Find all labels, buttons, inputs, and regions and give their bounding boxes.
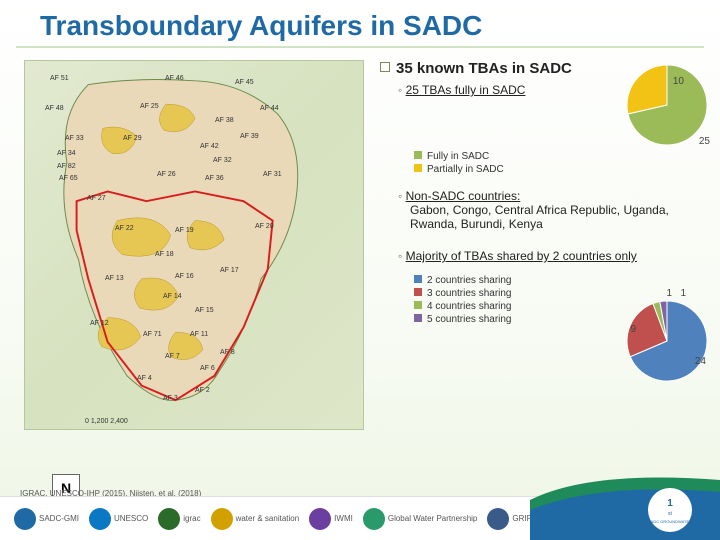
aquifer-label: AF 6 (200, 365, 215, 372)
slide-title: Transboundary Aquifers in SADC (16, 0, 704, 48)
partner-logo: UNESCO (89, 507, 148, 531)
aquifer-label: AF 32 (213, 157, 232, 164)
legend-partial: Partially in SADC (427, 164, 504, 175)
aquifer-label: AF 11 (190, 331, 208, 338)
aquifer-label: AF 33 (65, 135, 84, 142)
map-column: AF 51 AF 46 AF 45 AF 48 AF 25 AF 44 AF 38 AF 39… (24, 60, 364, 460)
aquifer-label: AF 38 (215, 117, 234, 124)
aquifer-label: AF 14 (163, 293, 182, 300)
aquifer-label: AF 15 (195, 307, 214, 314)
sub-majority: Majority of TBAs shared by 2 countries o… (398, 249, 706, 263)
aquifer-label: AF 31 (263, 171, 282, 178)
legend-pie1: Fully in SADC Partially in SADC (414, 151, 706, 175)
pie1-label-10: 10 (673, 76, 684, 87)
aquifer-label: AF 71 (143, 331, 162, 338)
aquifer-label: AF 46 (165, 75, 184, 82)
aquifer-label: AF 65 (59, 175, 78, 182)
pie-chart-sharing (622, 296, 712, 386)
aquifer-label: AF 51 (50, 75, 69, 82)
legend-3c: 3 countries sharing (427, 288, 512, 299)
aquifer-label: AF 36 (205, 175, 224, 182)
corner-badge: 1 st SADC GROUNDWATER (530, 470, 720, 540)
legend-5c: 5 countries sharing (427, 314, 512, 325)
partner-logo: water & sanitation (211, 507, 300, 531)
aquifer-label: AF 82 (57, 163, 76, 170)
aquifer-label: AF 16 (175, 273, 194, 280)
sub-fully-text: 25 TBAs fully in SADC (406, 83, 526, 97)
legend-fully: Fully in SADC (427, 151, 489, 162)
bullet-square-icon (380, 62, 390, 72)
africa-map-svg (45, 75, 345, 405)
aquifer-label: AF 13 (105, 275, 124, 282)
aquifer-label: AF 19 (175, 227, 194, 234)
text-column: 35 known TBAs in SADC 25 TBAs fully in S… (380, 60, 706, 327)
partner-logo: igrac (158, 507, 200, 531)
pie2-label-1b: 1 (680, 288, 686, 299)
aquifer-label: AF 8 (220, 349, 235, 356)
partner-logo: IWMI (309, 507, 353, 531)
aquifer-label: AF 26 (157, 171, 176, 178)
pie2-label-1a: 1 (666, 288, 672, 299)
aquifer-label: AF 18 (155, 251, 174, 258)
pie1-label-25: 25 (699, 136, 710, 147)
aquifer-label: AF 3 (163, 395, 178, 402)
aquifer-label: AF 25 (140, 103, 159, 110)
partner-logo: Global Water Partnership (363, 507, 478, 531)
pie2-label-9: 9 (630, 324, 636, 335)
aquifer-label: AF 29 (123, 135, 142, 142)
aquifer-label: AF 7 (165, 353, 180, 360)
svg-text:st: st (668, 511, 673, 517)
aquifer-label: AF 27 (87, 195, 106, 202)
legend-2c: 2 countries sharing (427, 275, 512, 286)
partner-logo: SADC-GMI (14, 507, 79, 531)
aquifer-label: AF 44 (260, 105, 279, 112)
aquifer-label: AF 48 (45, 105, 64, 112)
aquifer-label: AF 20 (255, 223, 274, 230)
aquifer-label: AF 2 (195, 387, 210, 394)
legend-4c: 4 countries sharing (427, 301, 512, 312)
map-scalebar: 0 1,200 2,400 (85, 418, 128, 425)
aquifer-label: AF 45 (235, 79, 254, 86)
majority-text: Majority of TBAs shared by 2 countries o… (406, 249, 637, 263)
nonsadc-body: Gabon, Congo, Central Africa Republic, U… (410, 203, 706, 231)
nonsadc-heading: Non-SADC countries: (406, 189, 521, 203)
map-box: AF 51 AF 46 AF 45 AF 48 AF 25 AF 44 AF 38 AF 39… (24, 60, 364, 430)
svg-text:SADC GROUNDWATER: SADC GROUNDWATER (648, 519, 692, 524)
svg-text:1: 1 (667, 498, 673, 509)
aquifer-label: AF 39 (240, 133, 259, 140)
aquifer-label: AF 22 (115, 225, 134, 232)
sub-nonsadc: Non-SADC countries: Gabon, Congo, Centra… (398, 189, 706, 231)
aquifer-label: AF 4 (137, 375, 152, 382)
aquifer-label: AF 17 (220, 267, 239, 274)
aquifer-label: AF 34 (57, 150, 76, 157)
pie2-label-24: 24 (695, 356, 706, 367)
headline-text: 35 known TBAs in SADC (396, 60, 572, 77)
aquifer-label: AF 42 (200, 143, 219, 150)
content-area: AF 51AF 46AF 45AF 48AF 25AF 44AF 38AF 39… (0, 56, 720, 488)
aquifer-label: AF 12 (90, 320, 109, 327)
